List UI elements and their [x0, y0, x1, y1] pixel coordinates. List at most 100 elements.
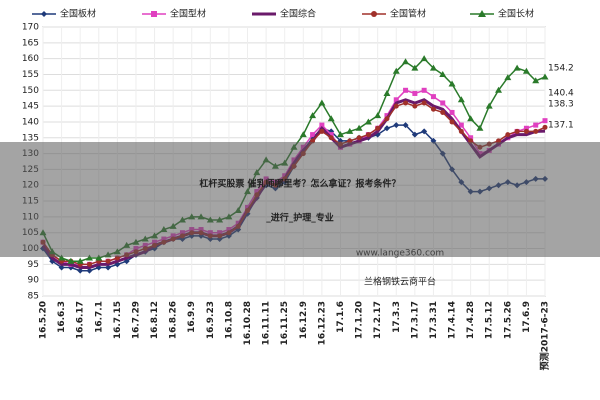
point	[449, 109, 455, 115]
point	[440, 100, 446, 106]
point	[375, 125, 381, 131]
x-tick-label: 16.12.9	[299, 301, 309, 339]
end-value-label: 137.1	[548, 121, 574, 131]
point	[411, 64, 419, 71]
point	[356, 135, 362, 141]
point	[513, 64, 521, 71]
point	[402, 122, 409, 129]
legend-marker	[478, 10, 486, 17]
legend-item: 全国板材	[32, 8, 96, 20]
end-value-label: 154.2	[548, 64, 574, 74]
point	[95, 254, 103, 261]
point	[532, 77, 540, 84]
point	[328, 132, 334, 138]
x-tick-label: 16.8.26	[169, 301, 179, 339]
x-tick-label: 17.5.26	[503, 301, 513, 339]
point	[86, 267, 93, 274]
x-tick-label: 16.11.25	[280, 301, 290, 345]
point	[522, 67, 530, 74]
point	[421, 87, 427, 93]
point	[420, 55, 428, 62]
point	[310, 132, 316, 138]
x-tick-label: 16.7.1	[94, 301, 104, 333]
legend-item: 全国综合	[252, 8, 316, 20]
y-tick-label: 170	[22, 23, 39, 33]
point	[421, 128, 428, 135]
point	[309, 112, 317, 119]
point	[458, 128, 464, 134]
legend-item: 全国管材	[362, 8, 426, 20]
y-tick-label: 150	[22, 86, 39, 96]
end-value-label: 138.3	[548, 100, 574, 110]
point	[393, 97, 399, 103]
point	[346, 127, 354, 134]
x-tick-label: 预测2017-6-23	[539, 301, 551, 370]
point	[439, 70, 447, 77]
point	[393, 122, 400, 129]
point	[485, 102, 493, 109]
x-tick-label: 17.3.31	[429, 301, 439, 339]
x-tick-label: 16.9.9	[187, 301, 197, 333]
x-tick-label: 16.11.11	[262, 301, 272, 345]
x-tick-label: 16.6.17	[76, 301, 86, 339]
point	[383, 125, 390, 132]
x-tick-label: 17.4.14	[448, 301, 458, 339]
point	[364, 118, 372, 125]
point	[319, 128, 325, 134]
point	[467, 115, 475, 122]
x-tick-label: 16.7.29	[131, 301, 141, 339]
x-tick-label: 16.10.28	[243, 301, 253, 345]
legend-marker	[151, 11, 157, 17]
x-tick-label: 16.7.15	[113, 301, 123, 339]
x-tick-label: 16.8.12	[150, 301, 160, 339]
legend-marker	[371, 11, 377, 17]
point	[105, 258, 111, 264]
point	[76, 257, 84, 264]
point	[355, 124, 363, 131]
overlay-text: 杠杆买股票 催乳师哪里考？怎么拿证？报考条件？	[199, 178, 400, 190]
x-tick-label: 17.5.12	[485, 301, 495, 339]
point	[514, 128, 520, 134]
point	[328, 135, 334, 141]
y-tick-label: 160	[22, 54, 39, 64]
x-tick-label: 17.4.28	[466, 301, 476, 339]
x-tick-label: 16.12.23	[317, 301, 327, 345]
point	[541, 73, 549, 80]
point	[58, 254, 66, 261]
point	[533, 122, 539, 128]
x-tick-label: 16.5.20	[39, 301, 49, 339]
point	[67, 257, 75, 264]
watermark: 兰格钢铁云商平台	[364, 276, 436, 288]
point	[336, 131, 344, 138]
point	[421, 100, 427, 106]
point	[85, 254, 93, 261]
point	[58, 264, 65, 271]
legend-marker	[41, 11, 47, 17]
point	[523, 128, 529, 134]
point	[542, 124, 548, 130]
point	[403, 100, 409, 106]
point	[412, 90, 418, 96]
y-tick-label: 85	[28, 292, 39, 302]
point	[319, 122, 325, 128]
point	[430, 94, 436, 100]
overlay-text: _进行_护理_专业	[266, 212, 334, 224]
point	[299, 131, 307, 138]
legend-label: 全国型材	[170, 8, 206, 20]
x-tick-label: 17.3.17	[410, 301, 420, 339]
point	[365, 132, 371, 138]
point	[457, 96, 465, 103]
point	[449, 119, 455, 125]
legend-label: 全国综合	[280, 8, 316, 20]
point	[374, 112, 382, 119]
overlay-band	[0, 142, 600, 257]
x-tick-label: 17.3.3	[392, 301, 402, 333]
y-tick-label: 165	[22, 38, 39, 48]
point	[429, 64, 437, 71]
y-tick-label: 155	[22, 70, 39, 80]
legend-item: 全国长材	[470, 8, 534, 20]
y-tick-label: 135	[22, 133, 39, 143]
end-value-label: 140.4	[548, 89, 574, 99]
point	[542, 118, 548, 124]
